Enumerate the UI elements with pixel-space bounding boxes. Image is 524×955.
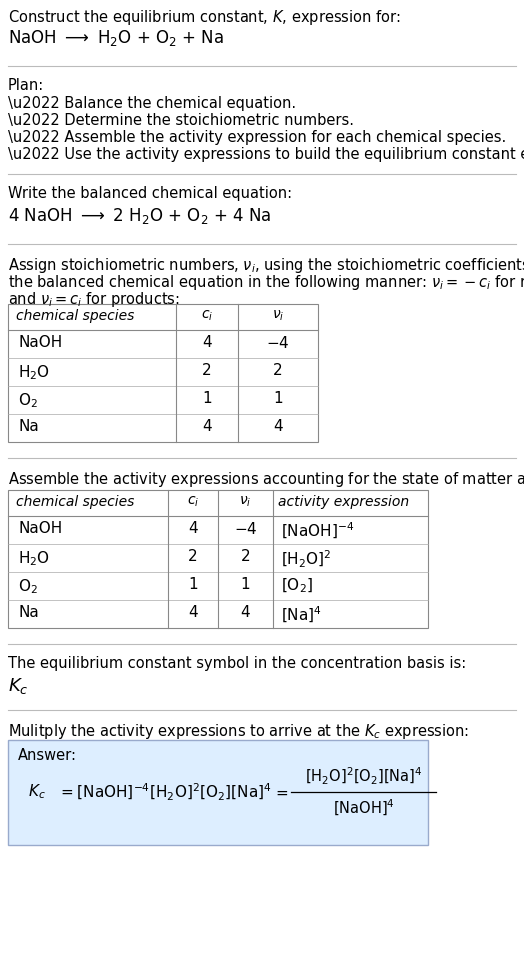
Text: 4: 4 [188, 605, 198, 620]
Text: 1: 1 [188, 577, 198, 592]
Text: the balanced chemical equation in the following manner: $\nu_i = -c_i$ for react: the balanced chemical equation in the fo… [8, 273, 524, 292]
Text: O$_2$: O$_2$ [18, 391, 38, 410]
Text: H$_2$O: H$_2$O [18, 363, 50, 382]
Text: Assemble the activity expressions accounting for the state of matter and $\nu_i$: Assemble the activity expressions accoun… [8, 470, 524, 489]
Text: $c_i$: $c_i$ [201, 309, 213, 324]
Text: 2: 2 [241, 549, 250, 564]
Text: $-4$: $-4$ [266, 335, 290, 351]
Text: \u2022 Determine the stoichiometric numbers.: \u2022 Determine the stoichiometric numb… [8, 113, 354, 128]
Text: 4: 4 [188, 521, 198, 536]
Text: $\nu_i$: $\nu_i$ [272, 309, 284, 324]
Text: Answer:: Answer: [18, 748, 77, 763]
Text: Write the balanced chemical equation:: Write the balanced chemical equation: [8, 186, 292, 201]
Text: 1: 1 [241, 577, 250, 592]
Text: Na: Na [18, 605, 39, 620]
Bar [8, 304, 318, 442]
Text: Plan:: Plan: [8, 78, 44, 93]
Bar [8, 740, 428, 845]
Text: NaOH: NaOH [18, 335, 62, 350]
Text: activity expression: activity expression [278, 495, 409, 509]
Text: $-4$: $-4$ [234, 521, 257, 537]
Text: NaOH: NaOH [18, 521, 62, 536]
Text: $\nu_i$: $\nu_i$ [239, 495, 252, 509]
Text: [H$_2$O]$^2$: [H$_2$O]$^2$ [281, 549, 331, 570]
Text: 2: 2 [273, 363, 283, 378]
Text: \u2022 Use the activity expressions to build the equilibrium constant expression: \u2022 Use the activity expressions to b… [8, 147, 524, 162]
Text: The equilibrium constant symbol in the concentration basis is:: The equilibrium constant symbol in the c… [8, 656, 466, 671]
Text: 4: 4 [202, 335, 212, 350]
Text: chemical species: chemical species [16, 309, 134, 323]
Text: Na: Na [18, 419, 39, 434]
Text: 1: 1 [273, 391, 283, 406]
Text: $=$: $=$ [273, 784, 289, 799]
Text: [O$_2$]: [O$_2$] [281, 577, 313, 595]
Text: NaOH $\longrightarrow$ H$_2$O + O$_2$ + Na: NaOH $\longrightarrow$ H$_2$O + O$_2$ + … [8, 28, 224, 48]
Text: $K_c$: $K_c$ [28, 783, 46, 801]
Text: 4: 4 [241, 605, 250, 620]
Text: H$_2$O: H$_2$O [18, 549, 50, 567]
Text: and $\nu_i = c_i$ for products:: and $\nu_i = c_i$ for products: [8, 290, 180, 309]
Text: 4: 4 [202, 419, 212, 434]
Text: O$_2$: O$_2$ [18, 577, 38, 596]
Text: 4 NaOH $\longrightarrow$ 2 H$_2$O + O$_2$ + 4 Na: 4 NaOH $\longrightarrow$ 2 H$_2$O + O$_2… [8, 206, 271, 226]
Text: Mulitply the activity expressions to arrive at the $K_c$ expression:: Mulitply the activity expressions to arr… [8, 722, 469, 741]
Text: chemical species: chemical species [16, 495, 134, 509]
Text: \u2022 Assemble the activity expression for each chemical species.: \u2022 Assemble the activity expression … [8, 130, 506, 145]
Text: 4: 4 [273, 419, 283, 434]
Text: 2: 2 [202, 363, 212, 378]
Text: $[\mathrm{NaOH}]^4$: $[\mathrm{NaOH}]^4$ [333, 798, 395, 818]
Text: Construct the equilibrium constant, $K$, expression for:: Construct the equilibrium constant, $K$,… [8, 8, 401, 27]
Text: $= [\mathrm{NaOH}]^{-4}[\mathrm{H_2O}]^{2}[\mathrm{O_2}][\mathrm{Na}]^{4}$: $= [\mathrm{NaOH}]^{-4}[\mathrm{H_2O}]^{… [58, 781, 271, 802]
Text: \u2022 Balance the chemical equation.: \u2022 Balance the chemical equation. [8, 96, 296, 111]
Text: $[\mathrm{H_2O}]^2[\mathrm{O_2}][\mathrm{Na}]^4$: $[\mathrm{H_2O}]^2[\mathrm{O_2}][\mathrm… [305, 766, 422, 787]
Text: $K_c$: $K_c$ [8, 676, 29, 696]
Text: 2: 2 [188, 549, 198, 564]
Text: $c_i$: $c_i$ [187, 495, 199, 509]
Text: 1: 1 [202, 391, 212, 406]
Text: [NaOH]$^{-4}$: [NaOH]$^{-4}$ [281, 521, 354, 541]
Bar [8, 490, 428, 628]
Text: [Na]$^4$: [Na]$^4$ [281, 605, 322, 626]
Text: Assign stoichiometric numbers, $\nu_i$, using the stoichiometric coefficients, $: Assign stoichiometric numbers, $\nu_i$, … [8, 256, 524, 275]
